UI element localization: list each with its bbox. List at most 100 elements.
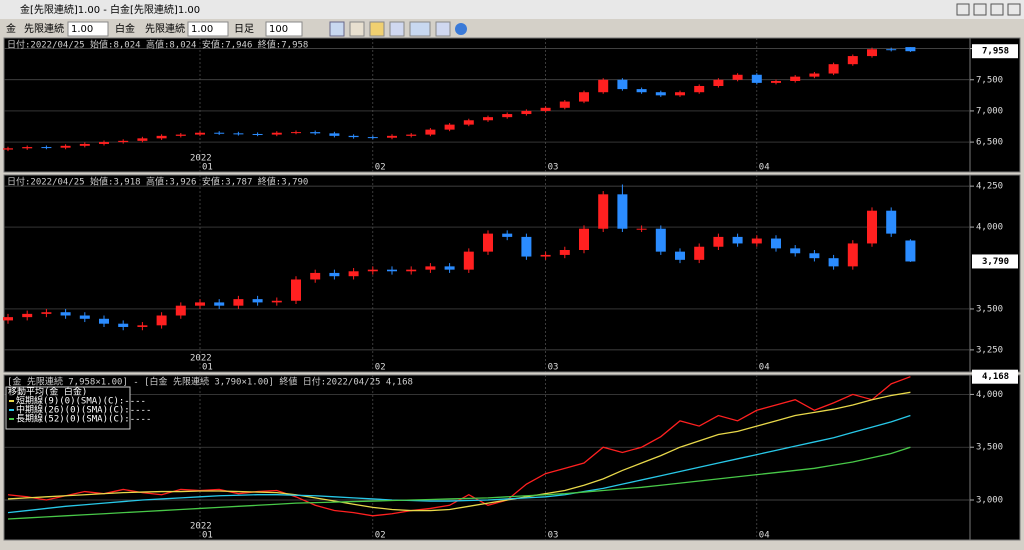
ma-line [7,446,911,520]
candle-body [771,81,781,83]
candle-body [291,132,301,134]
y-tick-label: 4,000 [976,223,1003,233]
candle-body [559,250,570,255]
candle-body [713,79,724,86]
candle-body [214,132,225,134]
candle-body [175,134,186,136]
candle-body [675,251,685,260]
candle-body [3,148,13,150]
last-value-label: 7,958 [982,47,1009,57]
candle-body [214,302,225,306]
candle-body [41,147,52,149]
candle-body [22,313,33,318]
candle-body [636,228,647,230]
count-box[interactable] [265,21,303,37]
mult1-box[interactable] [67,21,109,37]
mult2[interactable]: 1.00 [191,24,213,35]
candle-body [579,228,589,251]
candle-body [118,140,129,143]
candle-body [99,318,109,324]
max-btn[interactable] [990,3,1004,16]
x-tick-label: 03 [548,363,559,373]
minimize-btn[interactable] [956,3,970,16]
candle-body [156,135,167,139]
tool-icon[interactable] [435,21,451,37]
candle-body [41,312,52,314]
legend-entry: 中期線(26)(0)(SMA)(C):---- [16,404,151,416]
item2: 白金 [115,22,135,35]
candle-body [79,315,90,319]
ma-line [7,376,911,517]
tool-icon[interactable] [389,21,405,37]
candle-body [195,302,205,306]
candle-body [406,269,417,272]
candle-body [329,133,340,136]
close-btn[interactable] [1007,3,1021,16]
panel-header: 日付:2022/04/25 始値:3,918 高値:3,926 安値:3,787… [7,176,308,188]
last-value-box [972,254,1018,269]
panel-header: [金 先限連続 7,958×1.00] - [白金 先限連続 3,790×1.0… [7,376,413,388]
candle-body [175,305,186,316]
y-tick-label: 4,000 [976,390,1003,400]
y-tick-label: 3,500 [976,443,1003,453]
contract2[interactable]: 先限連続 [145,22,185,35]
candle-body [598,194,609,229]
y-tick-label: 3,000 [976,495,1003,505]
candle-body [847,56,858,65]
x-tick-label: 01 [202,363,213,373]
period[interactable]: 日足 [234,23,254,35]
candle-body [348,135,359,138]
candle-body [387,135,397,138]
tool-icon[interactable] [409,21,431,37]
tool-icon[interactable] [349,21,365,37]
y-tick-label: 6,500 [976,138,1003,148]
candle-body [483,117,493,121]
candle-body [444,266,455,270]
year-label: 2022 [190,154,212,164]
candle-body [655,228,666,252]
candle-body [636,89,647,93]
candle-body [732,236,743,244]
year-label: 2022 [190,522,212,532]
candle-body [694,246,705,260]
candle-body [156,315,167,326]
candle-body [463,120,474,125]
legend-title: 移動平均(金 白金) [8,386,87,398]
ma-line [7,414,911,514]
candle-body [521,236,532,257]
candle-body [502,233,513,237]
candle-body [99,142,109,144]
refresh-icon[interactable] [455,23,467,35]
panel-header: 日付:2022/04/25 始値:8,024 高値:8,024 安値:7,946… [7,39,308,51]
candle-body [559,101,570,108]
candle-body [905,240,916,262]
tool-icon[interactable] [369,21,385,37]
x-tick-label: 03 [548,531,559,541]
count[interactable]: 100 [269,24,288,35]
candle-body [732,74,743,80]
last-value-box [972,369,1018,384]
candle-body [809,73,820,77]
y-tick-label: 3,500 [976,304,1003,314]
candle-body [463,251,474,270]
mult1[interactable]: 1.00 [71,24,93,35]
candle-body [617,194,628,229]
candle-body [195,132,205,135]
candle-body [118,323,129,327]
candle-body [22,147,33,149]
candle-body [847,243,858,267]
panel-bg [3,37,1021,173]
candle-body [329,272,340,277]
title-bar [0,0,1024,19]
candle-body [751,74,762,83]
restore-btn[interactable] [973,3,987,16]
contract1[interactable]: 先限連続 [24,22,64,35]
tool-icon[interactable] [329,21,345,37]
candle-body [502,114,513,118]
candle-body [425,266,436,270]
candle-body [867,49,877,57]
y-tick-label: 3,250 [976,345,1003,355]
y-tick-label: 7,500 [976,75,1003,85]
mult2-box[interactable] [187,21,229,37]
